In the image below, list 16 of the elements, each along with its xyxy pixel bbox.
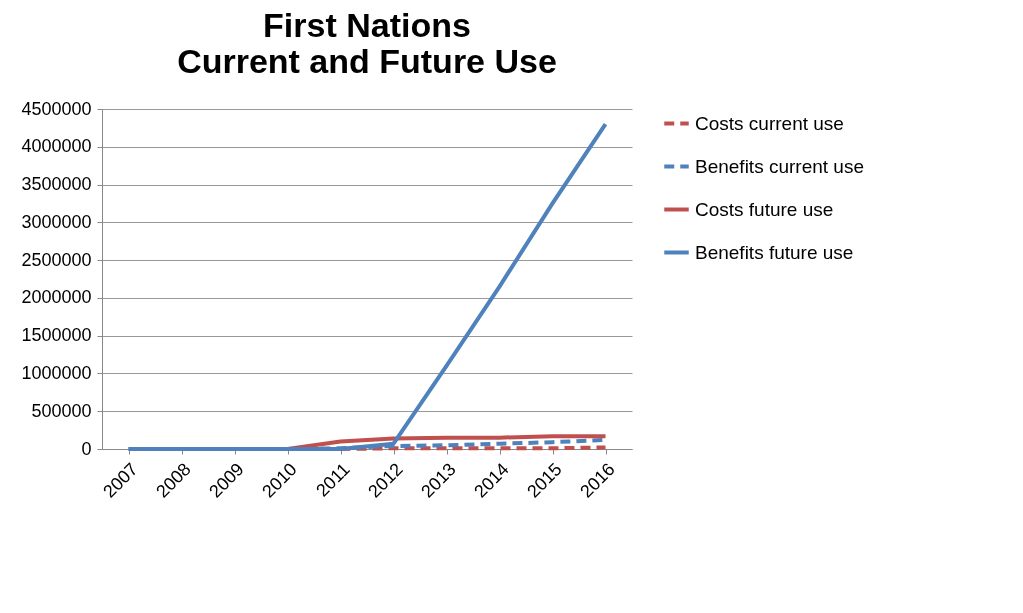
y-tick-label: 2000000 — [21, 287, 92, 308]
y-tick-label: 0 — [81, 438, 92, 459]
y-tick-label: 1000000 — [21, 362, 92, 383]
y-tick-label: 1500000 — [21, 325, 92, 346]
legend-label: Costs current use — [695, 112, 844, 134]
y-tick-label: 4000000 — [21, 136, 92, 157]
y-tick-label: 3000000 — [21, 211, 92, 232]
y-tick-label: 3500000 — [21, 174, 92, 195]
text: Current and Future Use — [177, 42, 557, 80]
legend-label: Benefits current use — [695, 155, 864, 177]
legend-label: Benefits future use — [695, 241, 854, 263]
text: First Nations — [263, 6, 471, 44]
y-tick-label: 4500000 — [21, 98, 92, 119]
y-tick-label: 500000 — [31, 400, 92, 421]
legend-label: Costs future use — [695, 198, 834, 220]
y-tick-label: 2500000 — [21, 249, 92, 270]
